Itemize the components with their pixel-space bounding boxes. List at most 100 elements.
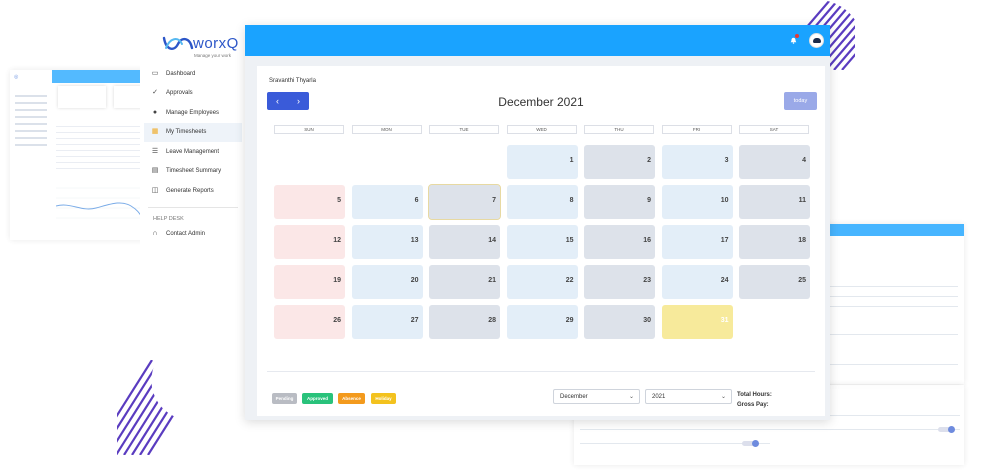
calendar-day-cell[interactable]: 16 [584,225,655,259]
calendar-day-cell[interactable]: 10 [661,185,733,219]
preview-line-chart [56,187,146,223]
next-month-button[interactable]: › [297,96,300,106]
calendar-day-cell[interactable]: 8 [506,185,578,219]
headset-icon: ∩ [152,230,158,238]
preview-line [580,443,770,444]
preview-line [826,364,958,365]
calendar-day-number: 1 [569,157,574,164]
calendar-day-number: 18 [798,237,806,244]
calendar-day-cell[interactable]: 18 [739,225,810,259]
sidebar-item-my-timesheets[interactable]: ▦ My Timesheets [144,122,242,142]
calendar-day-number: 16 [643,237,651,244]
sidebar-item-contact-admin[interactable]: ∩ Contact Admin [144,225,242,245]
sidebar-item-label: Contact Admin [166,231,206,238]
calendar-day-cell[interactable]: 5 [274,185,345,219]
preview-logo: ◎ [14,74,19,80]
calendar-day-number: 24 [720,277,729,284]
user-icon: ● [152,108,158,116]
calendar-day-cell[interactable]: 3 [661,145,733,179]
monitor-icon: ▭ [151,69,159,77]
sidebar [140,25,245,270]
document-icon: ▤ [151,167,159,175]
preview-header [52,70,150,83]
calendar-day-number: 17 [720,237,729,244]
chevron-down-icon: ⌄ [720,394,726,400]
calendar-day-number: 22 [565,277,574,284]
calendar-day-cell[interactable]: 2 [584,145,655,179]
year-select-value: 2021 [652,393,666,400]
calendar-day-cell[interactable]: 13 [351,225,423,259]
user-avatar[interactable] [809,33,824,48]
legend-absence: Absence [338,393,365,404]
calendar-day-number: 30 [643,317,651,324]
legend-holiday: Holiday [371,393,396,404]
preview-line [826,296,958,297]
calendar-icon: ▦ [151,128,159,136]
calendar-day-cell[interactable]: 4 [739,145,810,179]
calendar-day-cell[interactable]: 31 [661,305,733,339]
year-select[interactable]: 2021 ⌄ [645,389,732,404]
calendar-day-number: 5 [337,197,341,204]
calendar-day-cell[interactable]: 21 [429,265,500,299]
calendar-day-number: 27 [410,317,419,324]
avatar-image [813,38,821,43]
calendar-day-number: 14 [488,237,496,244]
preview-toggle [938,426,955,433]
calendar-day-cell[interactable]: 6 [351,185,423,219]
calendar-day-cell[interactable]: 1 [506,145,578,179]
calendar-day-cell[interactable]: 15 [506,225,578,259]
calendar-day-number: 31 [720,317,729,324]
preview-line [826,334,958,335]
prev-month-button[interactable]: ‹ [276,96,279,106]
calendar-day-cell[interactable]: 14 [429,225,500,259]
calendar-day-cell[interactable]: 19 [274,265,345,299]
preview-row [56,150,146,151]
calendar-day-cell[interactable]: 7 [428,184,501,220]
sidebar-item-generate-reports[interactable]: ◫ Generate Reports [144,181,242,201]
calendar-day-cell[interactable]: 28 [429,305,500,339]
preview-row [56,162,146,163]
sidebar-item-approvals[interactable]: ✓ Approvals [144,84,242,104]
calendar-day-cell[interactable]: 12 [274,225,345,259]
calendar-day-cell[interactable]: 25 [739,265,810,299]
brand-logo: worxQ Manage your work [160,34,250,60]
calendar-day-cell[interactable]: 24 [661,265,733,299]
calendar-day-number: 23 [643,277,651,284]
total-hours-label: Total Hours: [737,392,772,398]
notification-bell-icon[interactable] [790,37,797,44]
brand-name: worxQ [193,35,239,52]
calendar-day-cell[interactable]: 27 [351,305,423,339]
notification-badge [795,34,799,38]
calendar-day-cell[interactable]: 20 [351,265,423,299]
calendar-day-number: 8 [569,197,574,204]
calendar-day-number: 2 [647,157,651,164]
sidebar-nav: ▭ Dashboard ✓ Approvals ● Manage Employe… [144,64,242,244]
sidebar-item-leave-management[interactable]: ☰ Leave Management [144,142,242,162]
calendar-day-cell[interactable]: 11 [739,185,810,219]
calendar-day-cell[interactable]: 29 [506,305,578,339]
month-select-value: December [560,393,588,400]
calendar-day-number: 28 [488,317,496,324]
weekday-header: SUN [274,125,344,134]
calendar-day-cell[interactable]: 30 [584,305,655,339]
preview-line [580,429,960,430]
chevron-down-icon: ⌄ [628,394,634,400]
sidebar-divider [148,206,238,208]
sidebar-item-dashboard[interactable]: ▭ Dashboard [144,64,242,84]
calendar-day-cell[interactable]: 17 [661,225,733,259]
calendar-day-cell[interactable]: 22 [506,265,578,299]
preview-sidebar [12,90,50,151]
sidebar-item-manage-employees[interactable]: ● Manage Employees [144,103,242,123]
calendar-day-number: 9 [647,197,651,204]
app-window: Sravanthi Thyarla ‹ › December 2021 toda… [245,25,830,420]
calendar-day-cell[interactable]: 9 [584,185,655,219]
sidebar-item-label: My Timesheets [166,129,207,136]
calendar-day-number: 6 [414,197,419,204]
month-select[interactable]: December ⌄ [553,389,640,404]
background-window-preview [812,224,964,384]
weekday-header: TUE [429,125,499,134]
calendar-day-cell[interactable]: 23 [584,265,655,299]
sidebar-item-timesheet-summary[interactable]: ▤ Timesheet Summary [144,162,242,182]
calendar-day-cell[interactable]: 26 [274,305,345,339]
today-button[interactable]: today [784,92,817,110]
